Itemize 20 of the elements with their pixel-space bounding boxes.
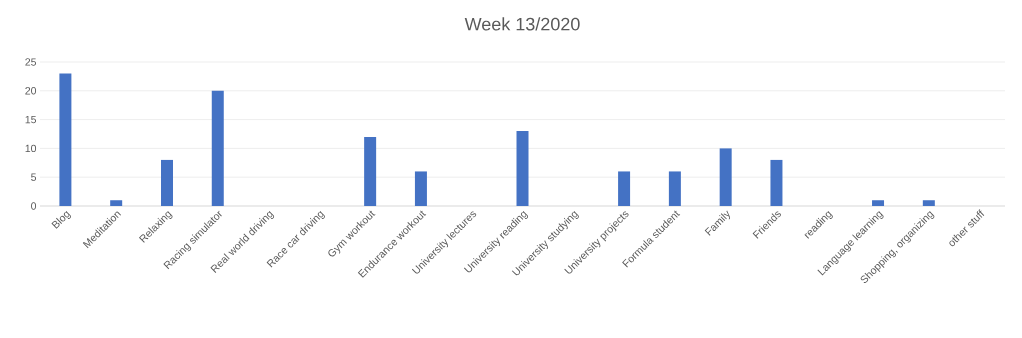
bar <box>110 200 123 206</box>
bar <box>922 200 935 206</box>
bar <box>414 171 427 206</box>
bar <box>160 159 173 206</box>
chart-title: Week 13/2020 <box>464 17 580 31</box>
y-tick-label: 25 <box>25 58 37 66</box>
bar <box>364 136 377 206</box>
bar <box>516 131 529 206</box>
y-tick-label: 5 <box>31 173 37 181</box>
y-tick-label: 20 <box>25 87 37 95</box>
bar <box>872 200 885 206</box>
y-tick-label: 15 <box>25 115 37 124</box>
bar <box>59 73 72 206</box>
y-tick-label: 10 <box>25 144 37 153</box>
y-tick-label: 0 <box>31 202 37 210</box>
bar <box>668 171 681 206</box>
bar <box>719 148 732 206</box>
bar <box>618 171 631 206</box>
bar <box>211 90 224 206</box>
bar <box>770 159 783 206</box>
